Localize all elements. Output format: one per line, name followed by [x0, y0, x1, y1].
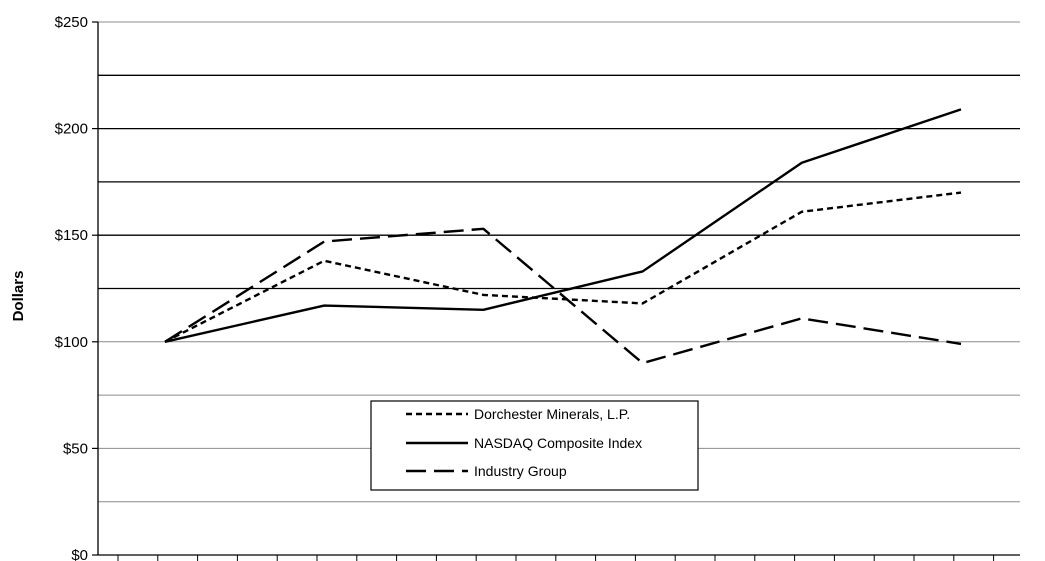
legend-box	[370, 400, 699, 491]
legend-label-2: NASDAQ Composite Index	[474, 435, 642, 451]
y-tick-label-0: $0	[71, 547, 88, 561]
y-tick-labels: $0 $50 $100 $150 $200 $250	[55, 14, 98, 561]
series-line-1	[164, 191, 962, 343]
y-tick-label-3: $150	[55, 227, 88, 244]
y-tick-label-4: $200	[55, 121, 88, 138]
y-axis-label: Dollars	[10, 271, 27, 322]
series-line-3	[164, 227, 962, 365]
legend-label-3: Industry Group	[474, 463, 567, 479]
y-tick-label-1: $50	[63, 440, 88, 457]
series-lines	[164, 108, 962, 365]
y-tick-label-5: $250	[55, 14, 88, 31]
legend-label-1: Dorchester Minerals, L.P.	[474, 406, 630, 422]
x-ticks	[117, 555, 995, 561]
series-line-2	[164, 108, 962, 343]
y-tick-label-2: $100	[55, 334, 88, 351]
legend-item-1: Dorchester Minerals, L.P.	[406, 406, 630, 422]
legend-item-3: Industry Group	[406, 463, 567, 479]
legend-item-2: NASDAQ Composite Index	[406, 435, 642, 451]
legend: Dorchester Minerals, L.P. NASDAQ Composi…	[370, 400, 699, 491]
axes	[97, 22, 1020, 556]
